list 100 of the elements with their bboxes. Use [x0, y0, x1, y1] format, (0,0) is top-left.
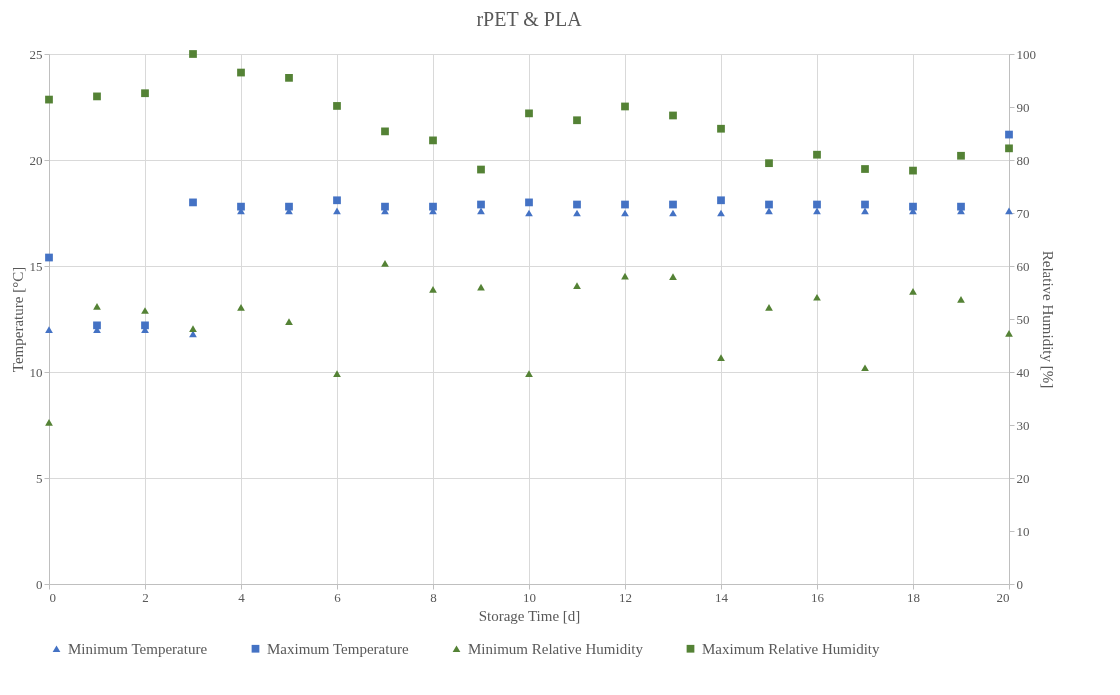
point: [765, 200, 773, 209]
point: [381, 260, 389, 267]
point: [717, 196, 725, 205]
point: [93, 302, 101, 310]
point: [1005, 207, 1013, 215]
y-tick-label: 10: [29, 364, 43, 380]
y2-tick-label: 30: [1016, 417, 1030, 433]
y2-tick-label: 0: [1016, 576, 1023, 592]
point: [285, 318, 293, 325]
point: [93, 92, 101, 101]
point: [765, 207, 773, 215]
x-tick-label: 2: [142, 589, 149, 605]
x-tick-label: 16: [811, 589, 825, 605]
point: [525, 370, 533, 377]
x-tick-label: 10: [523, 589, 536, 605]
point: [381, 127, 389, 136]
y2-tick-label: 40: [1016, 364, 1030, 380]
point: [717, 354, 725, 362]
y-tick-label: 0: [36, 576, 43, 592]
point: [429, 202, 437, 211]
point: [813, 150, 821, 159]
y2-tick-label: 60: [1016, 258, 1030, 274]
point: [1005, 329, 1013, 337]
point: [765, 303, 773, 311]
point: [909, 166, 917, 175]
point: [909, 288, 917, 295]
point: [621, 200, 629, 209]
point: [1005, 144, 1013, 153]
point: [573, 282, 581, 289]
x-tick-label: 4: [238, 589, 246, 605]
point: [717, 124, 725, 133]
point: [669, 273, 677, 280]
point: [45, 95, 53, 104]
point: [285, 73, 293, 82]
x-tick-label: 12: [619, 589, 632, 605]
point: [669, 111, 677, 120]
y2-axis-title: Relative Humidity [%]: [1040, 250, 1056, 389]
x-tick-label: 20: [996, 589, 1010, 605]
y-axis-title: Temperature [°C]: [9, 266, 26, 373]
point: [141, 307, 149, 314]
point: [189, 50, 197, 58]
point: [525, 109, 533, 118]
point: [861, 165, 869, 173]
point: [861, 207, 869, 215]
point: [573, 200, 581, 209]
point: [189, 198, 197, 207]
point: [477, 200, 485, 209]
x-axis-title: Storage Time [d]: [478, 607, 581, 624]
x-tick-label: 14: [715, 589, 729, 605]
y2-tick-label: 80: [1016, 152, 1030, 168]
point: [669, 200, 677, 209]
legend-label: Maximum Temperature: [267, 640, 409, 657]
y2-tick-label: 100: [1016, 46, 1036, 62]
point: [477, 283, 485, 291]
point: [285, 202, 293, 211]
x-tick-label: 8: [430, 589, 437, 605]
point: [45, 419, 53, 426]
y-tick-label: 15: [29, 258, 43, 274]
y2-tick-label: 20: [1016, 470, 1030, 486]
point: [237, 68, 245, 77]
y2-tick-label: 70: [1016, 205, 1030, 221]
point: [957, 151, 965, 160]
point: [573, 116, 581, 125]
point: [477, 207, 485, 215]
point: [765, 159, 773, 168]
point: [141, 321, 149, 330]
point: [93, 321, 101, 330]
point: [429, 285, 437, 293]
point: [45, 253, 53, 262]
point: [909, 202, 917, 211]
point: [237, 303, 245, 311]
point: [477, 165, 485, 174]
x-tick-label: 18: [907, 589, 920, 605]
y-tick-label: 20: [29, 152, 43, 168]
point: [525, 198, 533, 207]
point: [861, 364, 869, 372]
point: [861, 200, 869, 209]
point: [45, 326, 53, 333]
point: [429, 136, 437, 145]
y2-tick-label: 10: [1016, 523, 1030, 539]
point: [333, 207, 341, 215]
point: [141, 89, 149, 98]
x-tick-label: 6: [334, 589, 342, 605]
y2-tick-label: 90: [1016, 99, 1030, 115]
point: [1005, 130, 1013, 139]
point: [237, 202, 245, 211]
point: [957, 296, 965, 303]
y-tick-label: 5: [36, 470, 43, 486]
point: [333, 196, 341, 205]
point: [813, 293, 821, 301]
point: [189, 325, 197, 332]
point: [813, 207, 821, 215]
y2-tick-label: 50: [1016, 311, 1030, 327]
legend-label: Minimum Relative Humidity: [468, 640, 644, 657]
x-tick-label: 0: [49, 589, 56, 605]
point: [333, 370, 341, 377]
point: [381, 202, 389, 211]
point: [621, 102, 629, 111]
point: [333, 102, 341, 110]
point: [813, 200, 821, 209]
